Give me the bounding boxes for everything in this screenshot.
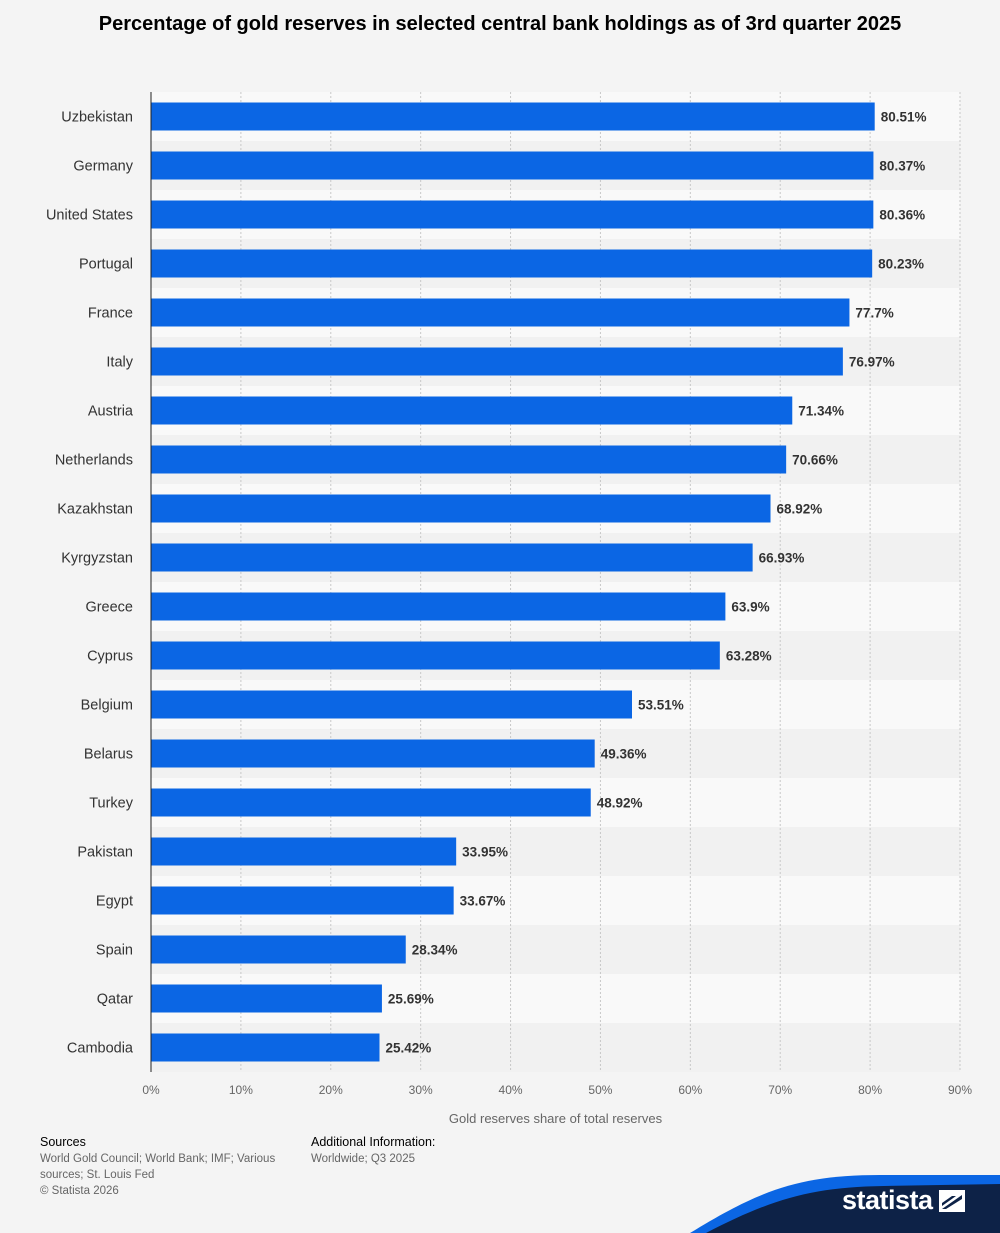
brand-name: statista (842, 1185, 933, 1215)
category-label: Egypt (96, 894, 133, 910)
bar[interactable] (151, 102, 875, 131)
value-label: 33.67% (460, 894, 506, 909)
category-label: Cambodia (67, 1041, 134, 1057)
sources-block: Sources World Gold Council; World Bank; … (40, 1134, 295, 1199)
bar[interactable] (151, 543, 753, 572)
x-axis-title: Gold reserves share of total reserves (449, 1111, 663, 1126)
category-label: Spain (96, 943, 133, 959)
statista-logo-icon (938, 1189, 965, 1212)
category-label: Belarus (84, 747, 133, 763)
value-label: 76.97% (849, 355, 895, 370)
gridlines (240, 92, 961, 1072)
footer: Sources World Gold Council; World Bank; … (0, 1130, 1000, 1233)
category-label: Netherlands (55, 453, 133, 469)
category-label: Italy (106, 355, 133, 371)
statista-logo[interactable]: statista (842, 1185, 965, 1216)
category-label: Greece (85, 600, 133, 616)
bar[interactable] (151, 984, 382, 1013)
category-label: Pakistan (77, 845, 133, 861)
x-tick-label: 10% (229, 1083, 253, 1097)
bar[interactable] (151, 445, 787, 474)
x-tick-label: 0% (142, 1083, 160, 1097)
category-labels: Uzbekistan Germany United States Portugal Fr… (46, 110, 134, 1057)
x-tick-label: 70% (768, 1083, 792, 1097)
additional-info-heading[interactable]: Additional Information: (311, 1135, 436, 1149)
bar[interactable] (151, 837, 457, 866)
value-label: 66.93% (759, 551, 805, 566)
category-label: Portugal (79, 257, 133, 273)
x-axis-ticks: 0% 10% 20% 30% 40% 50% 60% 70% 80% 90% (142, 1083, 972, 1097)
bar[interactable] (151, 739, 595, 768)
value-label: 70.66% (792, 453, 838, 468)
x-tick-label: 50% (588, 1083, 612, 1097)
value-label: 80.51% (881, 110, 927, 125)
sources-text: World Gold Council; World Bank; IMF; Var… (40, 1153, 276, 1181)
value-label: 80.23% (878, 257, 924, 272)
value-label: 53.51% (638, 698, 684, 713)
value-label: 49.36% (601, 747, 647, 762)
bar[interactable] (151, 249, 873, 278)
copyright: © Statista 2026 (40, 1185, 119, 1197)
additional-info-block: Additional Information: Worldwide; Q3 20… (311, 1134, 511, 1167)
bar[interactable] (151, 935, 406, 964)
value-label: 33.95% (462, 845, 508, 860)
bar[interactable] (151, 886, 454, 915)
value-labels: 80.51% 80.37% 80.36% 80.23% 77.7% 76.97% 71.34… (385, 110, 926, 1056)
bars (151, 102, 875, 1062)
brand-wave (690, 1175, 1000, 1233)
sources-heading[interactable]: Sources (40, 1135, 86, 1149)
bar[interactable] (151, 1033, 380, 1062)
value-label: 80.37% (879, 159, 925, 174)
value-label: 80.36% (879, 208, 925, 223)
value-label: 48.92% (597, 796, 643, 811)
value-label: 25.69% (388, 992, 434, 1007)
value-label: 63.9% (731, 600, 769, 615)
bar[interactable] (151, 690, 632, 719)
category-label: Austria (88, 404, 134, 420)
category-label: Kyrgyzstan (61, 551, 133, 567)
x-tick-label: 30% (409, 1083, 433, 1097)
x-tick-label: 40% (499, 1083, 523, 1097)
bar[interactable] (151, 641, 720, 670)
category-label: United States (46, 208, 133, 224)
category-label: Germany (73, 159, 133, 175)
category-label: Belgium (81, 698, 133, 714)
chart-title: Percentage of gold reserves in selected … (98, 13, 902, 35)
bar[interactable] (151, 494, 771, 523)
category-label: Qatar (97, 992, 133, 1008)
category-label: Uzbekistan (61, 110, 133, 126)
value-label: 68.92% (777, 502, 823, 517)
additional-info-text: Worldwide; Q3 2025 (311, 1153, 415, 1165)
bar[interactable] (151, 396, 793, 425)
value-label: 63.28% (726, 649, 772, 664)
category-label: France (88, 306, 133, 322)
row-bands (151, 92, 960, 1072)
value-label: 77.7% (855, 306, 893, 321)
bar[interactable] (151, 298, 850, 327)
bar[interactable] (151, 200, 874, 229)
x-tick-label: 90% (948, 1083, 972, 1097)
bar[interactable] (151, 151, 874, 180)
x-tick-label: 80% (858, 1083, 882, 1097)
x-tick-label: 60% (678, 1083, 702, 1097)
bar[interactable] (151, 788, 591, 817)
value-label: 71.34% (798, 404, 844, 419)
value-label: 28.34% (412, 943, 458, 958)
bar[interactable] (151, 347, 843, 376)
x-tick-label: 20% (319, 1083, 343, 1097)
value-label: 25.42% (385, 1041, 431, 1056)
category-label: Turkey (89, 796, 134, 812)
bar[interactable] (151, 592, 726, 621)
category-label: Kazakhstan (57, 502, 133, 518)
category-label: Cyprus (87, 649, 133, 665)
bar-chart: Uzbekistan Germany United States Portugal Fr… (46, 92, 972, 1126)
